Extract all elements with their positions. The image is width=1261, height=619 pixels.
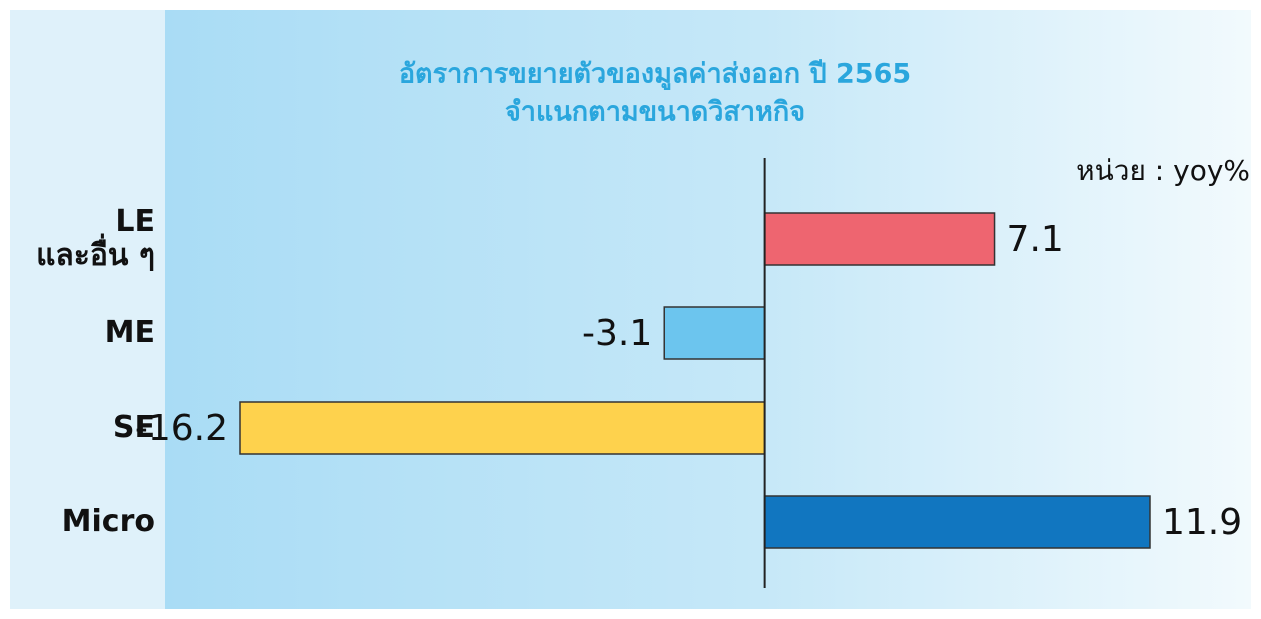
chart-subtitle: จำแนกตามขนาดวิสาหกิจ — [505, 97, 805, 128]
value-label: 7.1 — [1007, 219, 1064, 260]
bar — [663, 306, 766, 360]
category-label: SE — [112, 410, 155, 445]
bar — [239, 401, 766, 455]
category-label: ME — [104, 315, 155, 350]
value-label: -3.1 — [582, 313, 652, 354]
chart-title: อัตราการขยายตัวของมูลค่าส่งออก ปี 2565 — [399, 59, 911, 91]
unit-label: หน่วย : yoy% — [1076, 154, 1250, 187]
category-label: LE และอื่น ๆ — [36, 204, 155, 273]
value-label: -16.2 — [135, 408, 228, 449]
bar — [763, 495, 1151, 549]
value-label: 11.9 — [1162, 502, 1242, 543]
category-label: Micro — [61, 504, 155, 539]
bar — [763, 212, 996, 266]
